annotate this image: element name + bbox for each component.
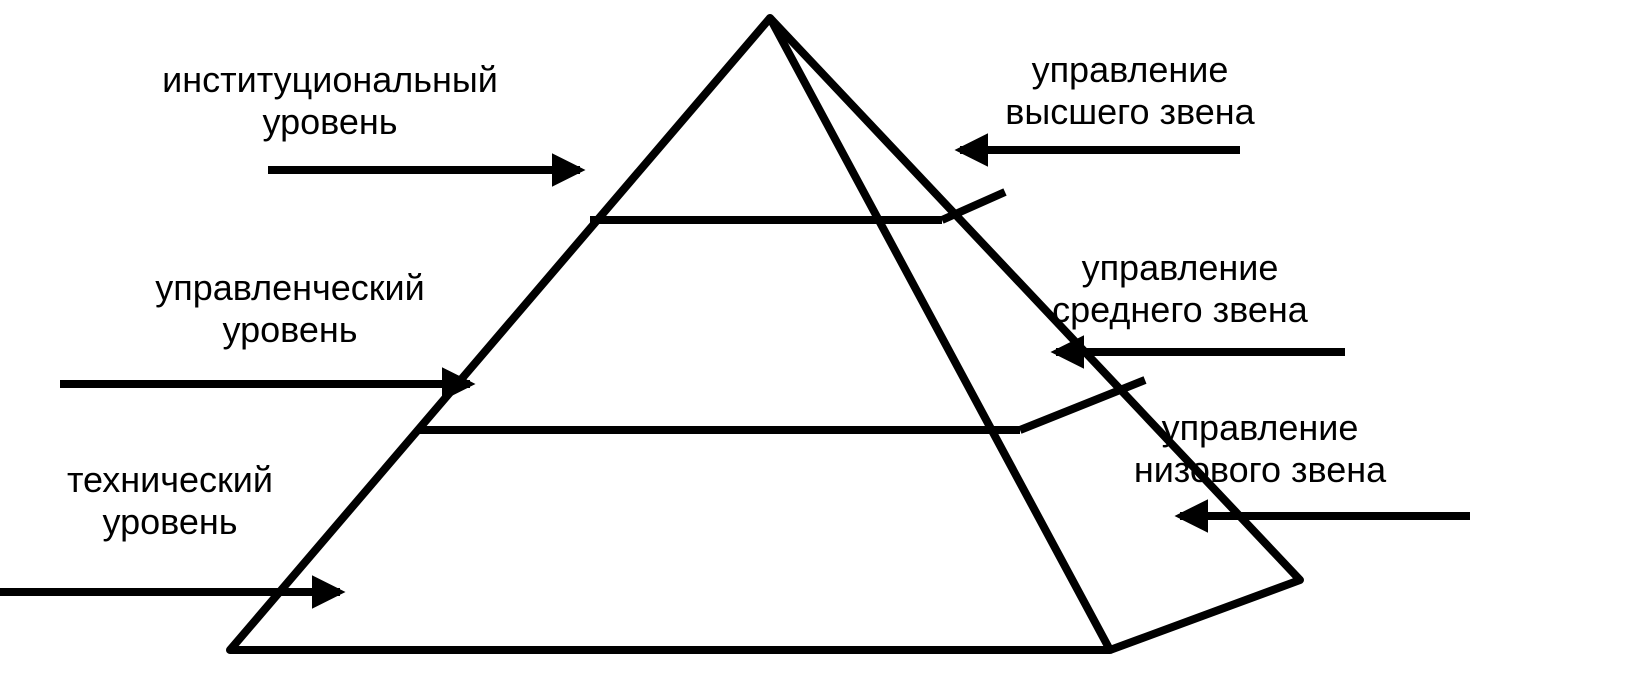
svg-text:управление: управление: [1162, 407, 1359, 448]
left-label-3: техническийуровень: [67, 459, 273, 542]
svg-text:среднего звена: среднего звена: [1052, 289, 1309, 330]
left-label-1: институциональныйуровень: [162, 59, 498, 142]
right-label-1: управлениевысшего звена: [1005, 49, 1255, 132]
tier-line-side-2: [1020, 380, 1145, 430]
svg-text:низового звена: низового звена: [1134, 449, 1387, 490]
svg-text:управленческий: управленческий: [155, 267, 425, 308]
left-label-2: управленческийуровень: [155, 267, 425, 350]
right-label-2: управлениесреднего звена: [1052, 247, 1309, 330]
svg-text:институциональный: институциональный: [162, 59, 498, 100]
right-label-3: управлениенизового звена: [1134, 407, 1387, 490]
svg-text:уровень: уровень: [262, 101, 397, 142]
svg-text:управление: управление: [1082, 247, 1279, 288]
svg-text:технический: технический: [67, 459, 273, 500]
svg-text:уровень: уровень: [222, 309, 357, 350]
svg-text:высшего звена: высшего звена: [1005, 91, 1255, 132]
svg-text:уровень: уровень: [102, 501, 237, 542]
pyramid-diagram: институциональныйуровеньуправленческийур…: [0, 0, 1628, 684]
svg-text:управление: управление: [1032, 49, 1229, 90]
